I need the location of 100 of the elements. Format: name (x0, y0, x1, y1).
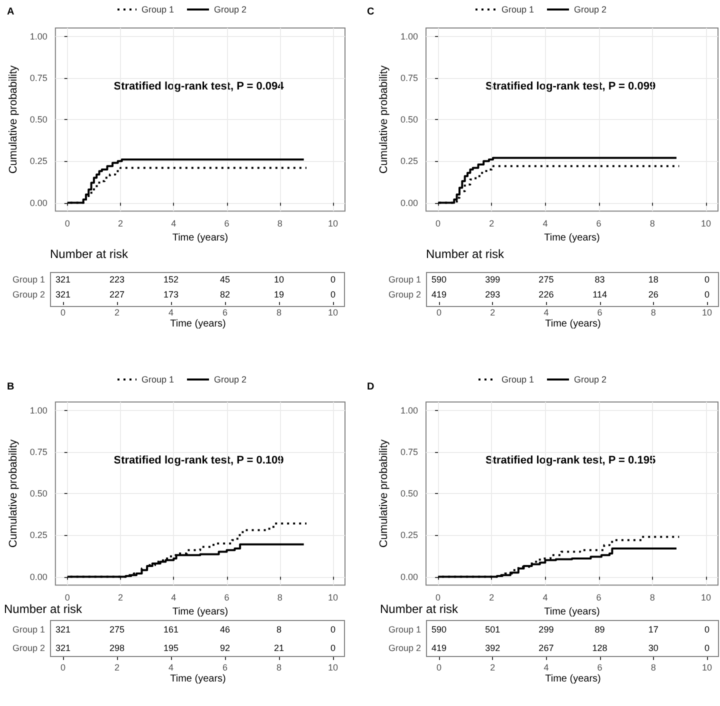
x-tick-label: 2 (118, 218, 124, 229)
x-tick-label: 6 (597, 662, 602, 672)
legend-label: Group 1 (501, 374, 534, 384)
y-tick-label: 0.25 (30, 530, 48, 540)
legend-label: Group 2 (214, 4, 247, 14)
data-label: 8 (276, 624, 282, 634)
annotation: Stratified log-rank test, P = 0.094 (114, 80, 285, 93)
x-tick-label: 10 (700, 592, 711, 603)
x-tick-label: 6 (224, 592, 230, 603)
data-label: 419 (431, 642, 447, 653)
data-label: 321 (55, 642, 71, 653)
x-tick-label: 8 (276, 662, 282, 672)
y-tick-label: 1.00 (400, 31, 418, 42)
y-tick-label: 0.50 (30, 114, 48, 125)
y-tick-label: 0.50 (400, 114, 418, 125)
x-axis-title: Time (years) (172, 606, 228, 618)
chart-title: Number at risk (50, 247, 130, 261)
y-tick-label: 0.75 (30, 72, 48, 83)
legend-label: Group 2 (214, 374, 247, 384)
y-tick-label: Group 2 (388, 290, 421, 300)
data-label: 321 (55, 290, 71, 300)
x-tick-label: 10 (328, 218, 338, 229)
data-label: 590 (431, 274, 447, 284)
x-tick-label: 4 (542, 218, 548, 229)
x-tick-label: 4 (168, 662, 174, 672)
data-label: 0 (704, 642, 710, 653)
y-tick-label: 0.25 (400, 530, 418, 540)
x-tick-label: 0 (436, 662, 442, 672)
x-tick-label: 0 (60, 308, 66, 318)
x-tick-label: 2 (490, 662, 496, 672)
y-tick-label: 0.50 (30, 488, 48, 499)
data-label: 226 (538, 290, 554, 300)
y-tick-label: 0.75 (400, 72, 418, 83)
x-tick-label: 10 (328, 308, 338, 318)
data-label: 0 (704, 274, 710, 284)
x-tick-label: 10 (328, 592, 338, 603)
chart-title: C (367, 6, 374, 18)
data-label: 399 (485, 274, 500, 284)
data-label: 293 (485, 290, 500, 300)
chart-title: A (7, 6, 14, 18)
y-tick-label: Group 1 (388, 624, 421, 634)
data-label: 30 (648, 642, 658, 653)
y-tick-label: 0.25 (400, 156, 418, 166)
data-label: 321 (55, 624, 71, 634)
data-label: 0 (704, 290, 710, 300)
x-tick-label: 4 (171, 218, 176, 229)
y-tick-label: 0.00 (30, 572, 48, 582)
data-label: 17 (648, 624, 658, 634)
data-label: 223 (109, 274, 125, 284)
data-label: 227 (109, 290, 125, 300)
x-tick-label: 0 (436, 218, 441, 229)
x-tick-label: 6 (596, 592, 602, 603)
data-label: 0 (330, 274, 336, 284)
x-axis-title: Time (years) (544, 232, 600, 244)
data-label: 45 (220, 274, 230, 284)
x-tick-label: 10 (702, 662, 712, 672)
legend-label: Group 1 (501, 4, 534, 14)
data-label: 21 (274, 642, 284, 653)
x-tick-label: 2 (490, 308, 496, 318)
x-tick-label: 2 (114, 308, 120, 318)
x-tick-label: 4 (171, 592, 176, 603)
y-axis-title: Cumulative probability (378, 64, 390, 174)
y-axis-title: Cumulative probability (378, 438, 390, 548)
data-label: 0 (330, 642, 336, 653)
x-axis-title: Time (years) (172, 232, 228, 244)
data-label: 275 (109, 624, 125, 634)
y-tick-label: Group 1 (388, 274, 421, 284)
data-label: 26 (648, 290, 658, 300)
y-tick-label: 1.00 (400, 405, 418, 416)
y-tick-label: 0.00 (400, 198, 418, 208)
x-tick-label: 4 (168, 308, 174, 318)
data-label: 161 (163, 624, 179, 634)
x-axis-title: Time (years) (170, 674, 226, 684)
chart-title: Number at risk (4, 602, 84, 616)
y-tick-label: 0.75 (400, 446, 418, 457)
chart-title: Number at risk (426, 247, 506, 261)
data-label: 419 (431, 290, 447, 300)
data-label: 10 (274, 274, 284, 284)
data-label: 321 (55, 274, 71, 284)
x-tick-label: 8 (650, 218, 655, 229)
x-axis-title: Time (years) (170, 318, 226, 330)
data-label: 0 (330, 290, 336, 300)
data-label: 92 (220, 642, 230, 653)
y-tick-label: Group 2 (12, 290, 45, 300)
data-label: 83 (594, 274, 605, 284)
data-label: 501 (485, 624, 500, 634)
data-label: 82 (220, 290, 230, 300)
x-tick-label: 6 (222, 308, 228, 318)
x-axis-title: Time (years) (544, 606, 600, 618)
y-tick-label: 0.00 (30, 198, 48, 208)
x-tick-label: 2 (114, 662, 120, 672)
x-tick-label: 2 (489, 592, 494, 603)
x-tick-label: 10 (328, 662, 338, 672)
data-label: 195 (163, 642, 179, 653)
y-axis-title: Cumulative probability (8, 64, 20, 174)
chart-title: D (367, 382, 374, 392)
x-tick-label: 8 (277, 592, 282, 603)
data-label: 128 (592, 642, 608, 653)
data-label: 590 (431, 624, 447, 634)
data-label: 299 (538, 624, 554, 634)
